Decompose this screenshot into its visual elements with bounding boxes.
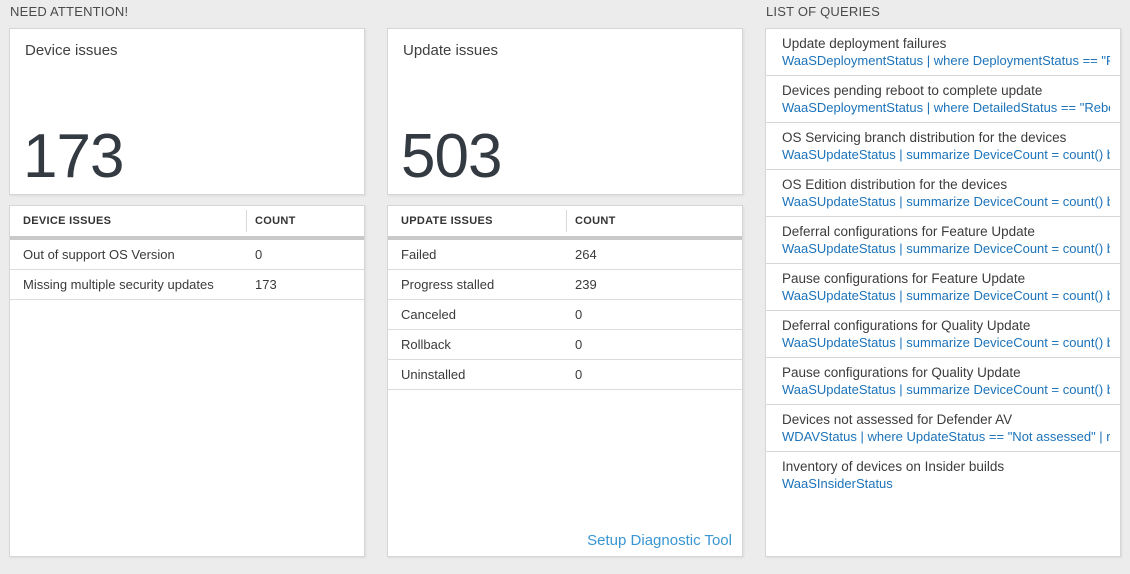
query-text[interactable]: WDAVStatus | where UpdateStatus == "Not … xyxy=(782,429,1110,444)
query-title: Deferral configurations for Feature Upda… xyxy=(782,224,1035,239)
query-title: Devices not assessed for Defender AV xyxy=(782,412,1013,427)
update-issues-column-header: UPDATE ISSUES xyxy=(401,215,493,227)
device-issues-count: 173 xyxy=(23,122,124,191)
table-row[interactable]: Rollback 0 xyxy=(388,330,742,360)
issue-count: 239 xyxy=(575,277,597,292)
issue-label: Out of support OS Version xyxy=(23,247,175,262)
count-column-header: COUNT xyxy=(575,215,616,227)
table-row[interactable]: Missing multiple security updates 173 xyxy=(10,270,364,300)
table-header-divider xyxy=(10,236,364,240)
table-row[interactable]: Out of support OS Version 0 xyxy=(10,240,364,270)
query-list-item[interactable]: Devices not assessed for Defender AV WDA… xyxy=(766,405,1120,452)
update-issues-card-title: Update issues xyxy=(403,42,499,59)
query-text[interactable]: WaaSUpdateStatus | summarize DeviceCount… xyxy=(782,288,1110,303)
device-issues-table: DEVICE ISSUES COUNT Out of support OS Ve… xyxy=(9,205,365,557)
issue-label: Missing multiple security updates xyxy=(23,277,214,292)
query-title: Devices pending reboot to complete updat… xyxy=(782,83,1043,98)
device-issues-card[interactable]: Device issues 173 xyxy=(9,28,365,195)
issue-count: 0 xyxy=(575,367,583,382)
query-text[interactable]: WaaSUpdateStatus | summarize DeviceCount… xyxy=(782,241,1110,256)
query-list-panel: Update deployment failures WaaSDeploymen… xyxy=(765,28,1121,557)
table-row[interactable]: Failed 264 xyxy=(388,240,742,270)
query-title: Deferral configurations for Quality Upda… xyxy=(782,318,1031,333)
issue-label: Canceled xyxy=(401,307,456,322)
count-column-header: COUNT xyxy=(255,215,296,227)
table-row[interactable]: Canceled 0 xyxy=(388,300,742,330)
update-issues-table-body: Failed 264 Progress stalled 239 Canceled… xyxy=(388,240,742,390)
query-list-item[interactable]: Pause configurations for Feature Update … xyxy=(766,264,1120,311)
query-text[interactable]: WaaSInsiderStatus xyxy=(782,476,893,491)
query-list-item[interactable]: Pause configurations for Quality Update … xyxy=(766,358,1120,405)
need-attention-section-header: NEED ATTENTION! xyxy=(10,4,129,19)
table-header-divider xyxy=(388,236,742,240)
setup-diagnostic-tool-link[interactable]: Setup Diagnostic Tool xyxy=(587,532,732,549)
update-issues-table: UPDATE ISSUES COUNT Failed 264 Progress … xyxy=(387,205,743,557)
query-list-item[interactable]: Deferral configurations for Feature Upda… xyxy=(766,217,1120,264)
query-list-item[interactable]: OS Edition distribution for the devices … xyxy=(766,170,1120,217)
issue-label: Rollback xyxy=(401,337,451,352)
issue-count: 0 xyxy=(255,247,263,262)
query-list-item[interactable]: Inventory of devices on Insider builds W… xyxy=(766,452,1120,498)
query-text[interactable]: WaaSUpdateStatus | summarize DeviceCount… xyxy=(782,335,1110,350)
device-issues-card-title: Device issues xyxy=(25,42,118,59)
query-title: Update deployment failures xyxy=(782,36,947,51)
query-list-item[interactable]: Update deployment failures WaaSDeploymen… xyxy=(766,29,1120,76)
issue-count: 0 xyxy=(575,337,583,352)
query-title: OS Edition distribution for the devices xyxy=(782,177,1008,192)
query-text[interactable]: WaaSDeploymentStatus | where DetailedSta… xyxy=(782,100,1110,115)
list-of-queries-section-header: LIST OF QUERIES xyxy=(766,4,881,19)
issue-count: 173 xyxy=(255,277,277,292)
query-list: Update deployment failures WaaSDeploymen… xyxy=(766,29,1120,498)
issue-label: Failed xyxy=(401,247,437,262)
issue-label: Progress stalled xyxy=(401,277,495,292)
update-issues-card[interactable]: Update issues 503 xyxy=(387,28,743,195)
issue-count: 264 xyxy=(575,247,597,262)
column-divider xyxy=(246,210,247,232)
issue-label: Uninstalled xyxy=(401,367,466,382)
table-row[interactable]: Uninstalled 0 xyxy=(388,360,742,390)
query-title: Pause configurations for Quality Update xyxy=(782,365,1021,380)
issue-count: 0 xyxy=(575,307,583,322)
device-issues-column-header: DEVICE ISSUES xyxy=(23,215,112,227)
query-text[interactable]: WaaSUpdateStatus | summarize DeviceCount… xyxy=(782,147,1110,162)
query-text[interactable]: WaaSDeploymentStatus | where DeploymentS… xyxy=(782,53,1110,68)
device-issues-table-header: DEVICE ISSUES COUNT xyxy=(10,206,364,236)
update-issues-table-header: UPDATE ISSUES COUNT xyxy=(388,206,742,236)
column-divider xyxy=(566,210,567,232)
query-title: Inventory of devices on Insider builds xyxy=(782,459,1005,474)
query-title: Pause configurations for Feature Update xyxy=(782,271,1026,286)
query-text[interactable]: WaaSUpdateStatus | summarize DeviceCount… xyxy=(782,382,1110,397)
device-issues-table-body: Out of support OS Version 0 Missing mult… xyxy=(10,240,364,300)
query-list-item[interactable]: Deferral configurations for Quality Upda… xyxy=(766,311,1120,358)
query-title: OS Servicing branch distribution for the… xyxy=(782,130,1067,145)
query-list-item[interactable]: OS Servicing branch distribution for the… xyxy=(766,123,1120,170)
query-list-item[interactable]: Devices pending reboot to complete updat… xyxy=(766,76,1120,123)
table-row[interactable]: Progress stalled 239 xyxy=(388,270,742,300)
update-issues-count: 503 xyxy=(401,122,502,191)
query-text[interactable]: WaaSUpdateStatus | summarize DeviceCount… xyxy=(782,194,1110,209)
